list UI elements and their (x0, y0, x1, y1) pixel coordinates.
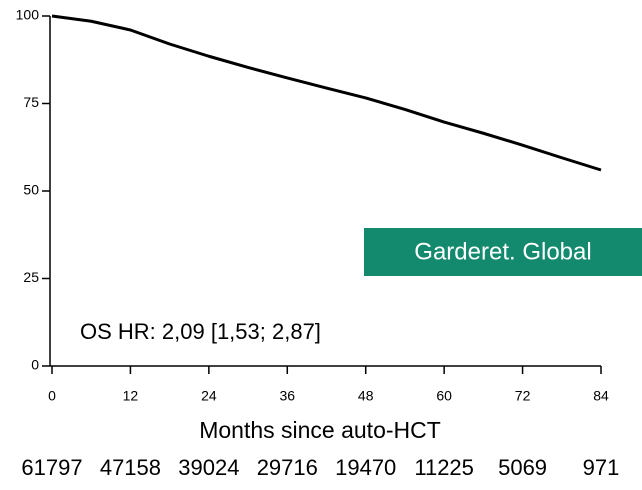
x-tick-label: 60 (436, 388, 452, 404)
annotation: OS HR: 2,09 [1,53; 2,87] (80, 319, 321, 344)
survival-curve (51, 14, 602, 172)
at-risk-count: 19470 (335, 455, 396, 480)
y-tick-label: 0 (31, 357, 39, 373)
x-tick-label: 84 (593, 388, 609, 404)
x-tick-label: 24 (201, 388, 217, 404)
at-risk-count: 61797 (21, 455, 82, 480)
at-risk-count: 47158 (100, 455, 161, 480)
at-risk-count: 5069 (498, 455, 547, 480)
x-tick-label: 36 (279, 388, 295, 404)
x-tick-label: 72 (515, 388, 531, 404)
x-tick-label: 0 (48, 388, 56, 404)
at-risk-count: 971 (583, 455, 620, 480)
badge (364, 228, 642, 276)
x-tick-label: 12 (123, 388, 139, 404)
x-axis-label: Months since auto-HCT (199, 417, 441, 443)
y-tick-label: 100 (16, 7, 40, 23)
y-tick-label: 25 (23, 269, 39, 285)
at-risk-count: 39024 (178, 455, 239, 480)
y-tick-label: 50 (23, 182, 39, 198)
x-tick-label: 48 (358, 388, 374, 404)
badge-text: Garderet. Global (414, 238, 591, 265)
at-risk-count: 11225 (414, 455, 474, 480)
at-risk-count: 29716 (257, 455, 318, 480)
y-tick-label: 75 (23, 94, 39, 110)
